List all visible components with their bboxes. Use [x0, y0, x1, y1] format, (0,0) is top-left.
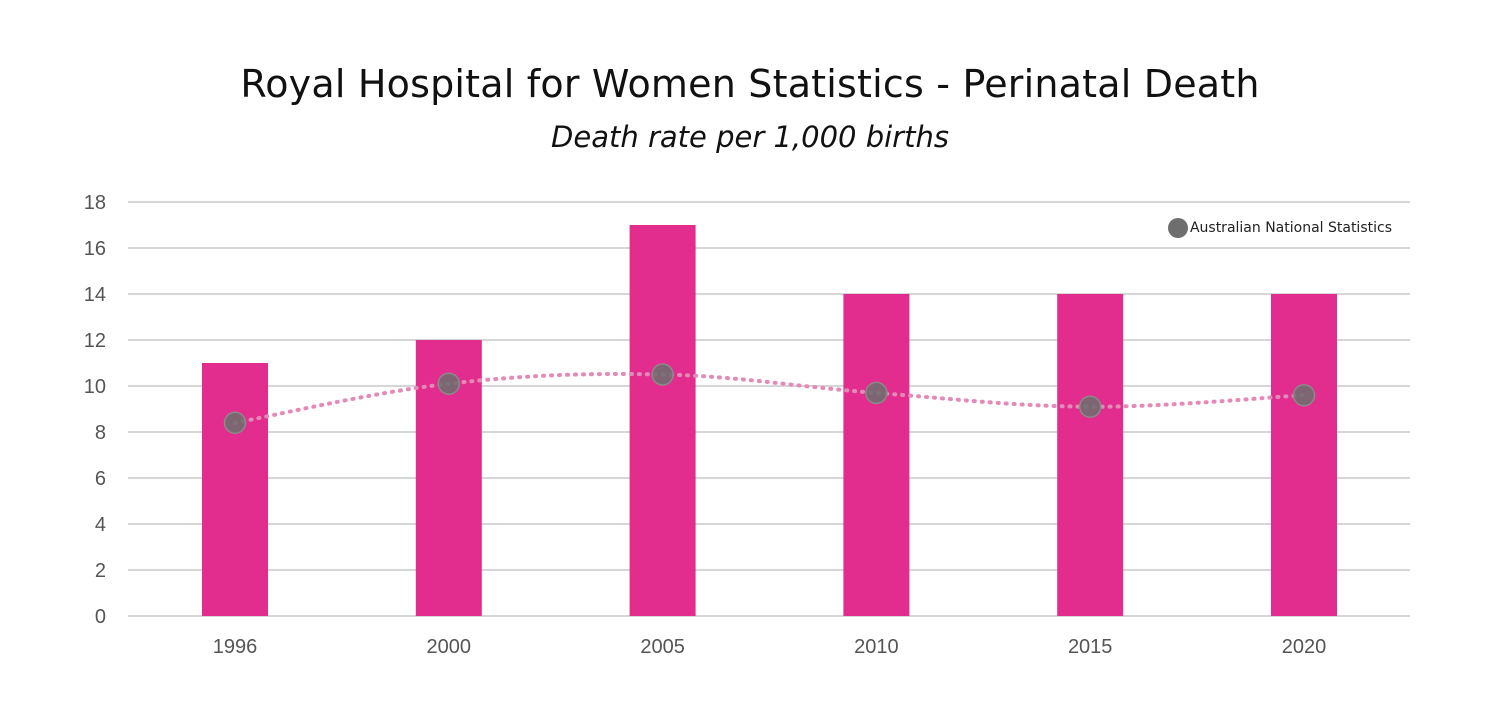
- x-tick-label: 2010: [854, 636, 899, 658]
- national-point: [223, 411, 247, 435]
- national-trend-line: [233, 371, 1306, 425]
- y-axis-ticks: 0 2 4 6 8 10 12 14 16 18: [84, 192, 106, 628]
- x-tick-label: 1996: [213, 636, 258, 658]
- chart-subtitle: Death rate per 1,000 births: [551, 120, 949, 154]
- y-tick-label: 8: [95, 422, 106, 444]
- national-point: [437, 372, 461, 395]
- legend: Australian National Statistics: [1167, 218, 1392, 238]
- y-tick-label: 4: [95, 514, 106, 536]
- x-tick-label: 2015: [1068, 636, 1113, 658]
- y-tick-label: 10: [84, 376, 106, 398]
- national-point: [1078, 395, 1102, 418]
- national-point: [1292, 383, 1316, 407]
- bar: [202, 363, 268, 616]
- x-tick-label: 2020: [1282, 636, 1327, 658]
- bar: [1057, 294, 1124, 616]
- y-tick-label: 6: [95, 468, 106, 490]
- national-line: [233, 371, 1306, 425]
- x-axis-ticks: 1996 2000 2005 2010 2015 2020: [213, 636, 1327, 658]
- national-point: [651, 363, 674, 386]
- legend-dot-icon: [1167, 218, 1188, 238]
- bar: [629, 225, 696, 616]
- legend-label: Australian National Statistics: [1189, 220, 1392, 236]
- y-tick-label: 14: [84, 284, 106, 306]
- chart-title: Royal Hospital for Women Statistics - Pe…: [240, 62, 1260, 106]
- y-tick-label: 18: [84, 192, 106, 214]
- bar: [843, 294, 910, 616]
- y-tick-label: 12: [84, 330, 106, 352]
- bars: [202, 225, 1337, 616]
- national-point: [865, 381, 888, 405]
- bar: [1271, 294, 1337, 616]
- y-tick-label: 0: [95, 606, 106, 628]
- y-tick-label: 16: [84, 238, 106, 260]
- gridlines: [128, 201, 1410, 617]
- x-tick-label: 2000: [427, 636, 472, 658]
- y-tick-label: 2: [95, 560, 106, 582]
- x-tick-label: 2005: [640, 636, 685, 658]
- national-points: [223, 363, 1316, 435]
